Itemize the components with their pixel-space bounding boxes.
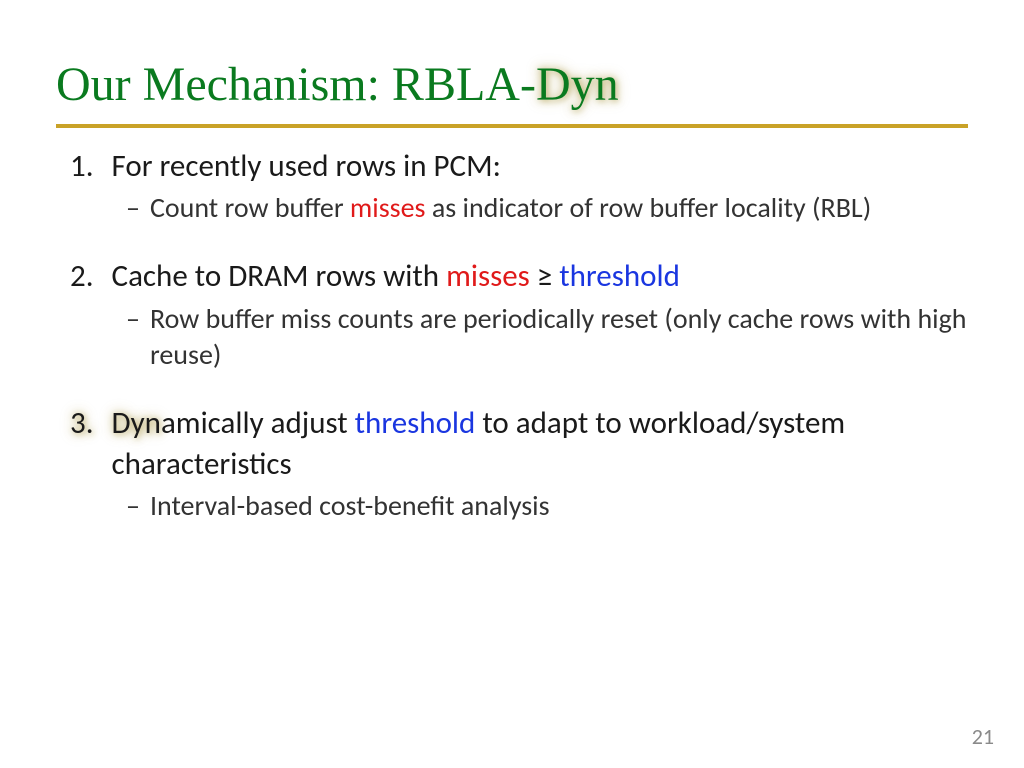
list-text: Cache to DRAM rows with misses ≥ thresho… bbox=[112, 256, 968, 296]
sub-text: Interval-based cost-benefit analysis bbox=[150, 488, 968, 524]
sub-dash: – bbox=[126, 190, 140, 226]
threshold-word: threshold bbox=[559, 257, 680, 295]
slide-body: 1. For recently used rows in PCM: – Coun… bbox=[56, 146, 968, 525]
slide: Our Mechanism: RBLA-Dyn 1. For recently … bbox=[0, 0, 1024, 768]
sub-dash: – bbox=[126, 488, 140, 524]
sub-post: as indicator of row buffer locality (RBL… bbox=[426, 190, 872, 225]
list-number: 2. bbox=[70, 256, 94, 296]
text-pre: Cache to DRAM rows with bbox=[112, 257, 447, 295]
list-item-3: 3. Dynamically adjust threshold to adapt… bbox=[70, 403, 968, 484]
misses-word: misses bbox=[350, 190, 426, 225]
sub-text: Count row buffer misses as indicator of … bbox=[150, 190, 968, 226]
misses-word: misses bbox=[446, 257, 530, 295]
list-number: 3. bbox=[70, 403, 94, 484]
list-item-2: 2. Cache to DRAM rows with misses ≥ thre… bbox=[70, 256, 968, 296]
sub-text: Row buffer miss counts are periodically … bbox=[150, 301, 968, 374]
sub-dash: – bbox=[126, 301, 140, 374]
dyn-glow-prefix: Dyn bbox=[112, 404, 161, 442]
title-rule bbox=[56, 124, 968, 128]
slide-title: Our Mechanism: RBLA-Dyn bbox=[56, 56, 968, 114]
sub-pre: Count row buffer bbox=[150, 190, 350, 225]
list-item-1: 1. For recently used rows in PCM: bbox=[70, 146, 968, 186]
threshold-word: threshold bbox=[355, 404, 476, 442]
list-text: For recently used rows in PCM: bbox=[112, 146, 968, 186]
list-text: Dynamically adjust threshold to adapt to… bbox=[112, 403, 968, 484]
page-number: 21 bbox=[972, 723, 994, 750]
geq-symbol: ≥ bbox=[530, 257, 559, 295]
title-glow-suffix: Dyn bbox=[536, 58, 619, 111]
sub-item-3: – Interval-based cost-benefit analysis bbox=[126, 488, 968, 524]
sub-item-2: – Row buffer miss counts are periodicall… bbox=[126, 301, 968, 374]
spacer bbox=[56, 373, 968, 403]
spacer bbox=[56, 226, 968, 256]
text-mid: amically adjust bbox=[161, 404, 355, 442]
title-prefix: Our Mechanism: RBLA- bbox=[56, 58, 536, 111]
list-number: 1. bbox=[70, 146, 94, 186]
sub-item-1: – Count row buffer misses as indicator o… bbox=[126, 190, 968, 226]
